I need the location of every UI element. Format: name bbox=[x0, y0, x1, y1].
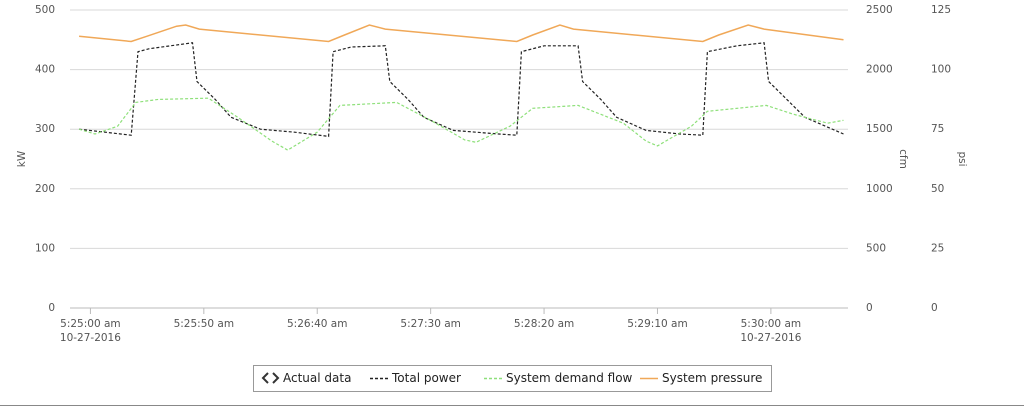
y2-tick-label: 1500 bbox=[866, 123, 893, 135]
y3-tick-label: 0 bbox=[931, 302, 938, 314]
x-tick-label: 5:30:00 am bbox=[741, 318, 801, 330]
y-tick-label: 0 bbox=[48, 302, 55, 314]
legend-label[interactable]: Total power bbox=[391, 371, 461, 385]
y2-tick-label: 2000 bbox=[866, 64, 893, 76]
series-line bbox=[79, 42, 844, 138]
series-line bbox=[78, 97, 844, 151]
x-tick-label: 5:26:40 am bbox=[287, 318, 347, 330]
y3-tick-label: 75 bbox=[931, 123, 944, 135]
y2-axis-label: cfm bbox=[897, 149, 909, 169]
x-tick-label: 5:25:00 am bbox=[60, 318, 120, 330]
legend-icon[interactable] bbox=[261, 372, 280, 384]
legend-group[interactable]: Actual data bbox=[283, 371, 351, 385]
y-axis-label: kW bbox=[16, 150, 28, 167]
x-tick-label: 5:27:30 am bbox=[400, 318, 460, 330]
y3-tick-label: 25 bbox=[931, 242, 944, 254]
legend-label[interactable]: System demand flow bbox=[506, 371, 633, 385]
y3-axis-label: psi bbox=[956, 151, 968, 166]
y-tick-label: 200 bbox=[35, 183, 55, 195]
y-tick-label: 100 bbox=[35, 242, 55, 254]
y3-tick-label: 50 bbox=[931, 183, 944, 195]
y2-tick-label: 1000 bbox=[866, 183, 893, 195]
x-tick-date: 10-27-2016 bbox=[740, 332, 801, 344]
legend-label[interactable]: System pressure bbox=[662, 371, 762, 385]
legend-box bbox=[253, 365, 772, 392]
y2-tick-label: 2500 bbox=[866, 4, 893, 16]
y3-tick-label: 125 bbox=[931, 4, 951, 16]
y-tick-label: 400 bbox=[35, 64, 55, 76]
x-tick-label: 5:29:10 am bbox=[627, 318, 687, 330]
y-tick-label: 300 bbox=[35, 123, 55, 135]
y2-tick-label: 500 bbox=[866, 242, 886, 254]
x-tick-date: 10-27-2016 bbox=[60, 332, 121, 344]
y3-tick-label: 100 bbox=[931, 64, 951, 76]
series-line bbox=[79, 24, 844, 43]
y2-tick-label: 0 bbox=[866, 302, 873, 314]
x-tick-label: 5:28:20 am bbox=[514, 318, 574, 330]
y-tick-label: 500 bbox=[35, 4, 55, 16]
x-tick-label: 5:25:50 am bbox=[174, 318, 234, 330]
